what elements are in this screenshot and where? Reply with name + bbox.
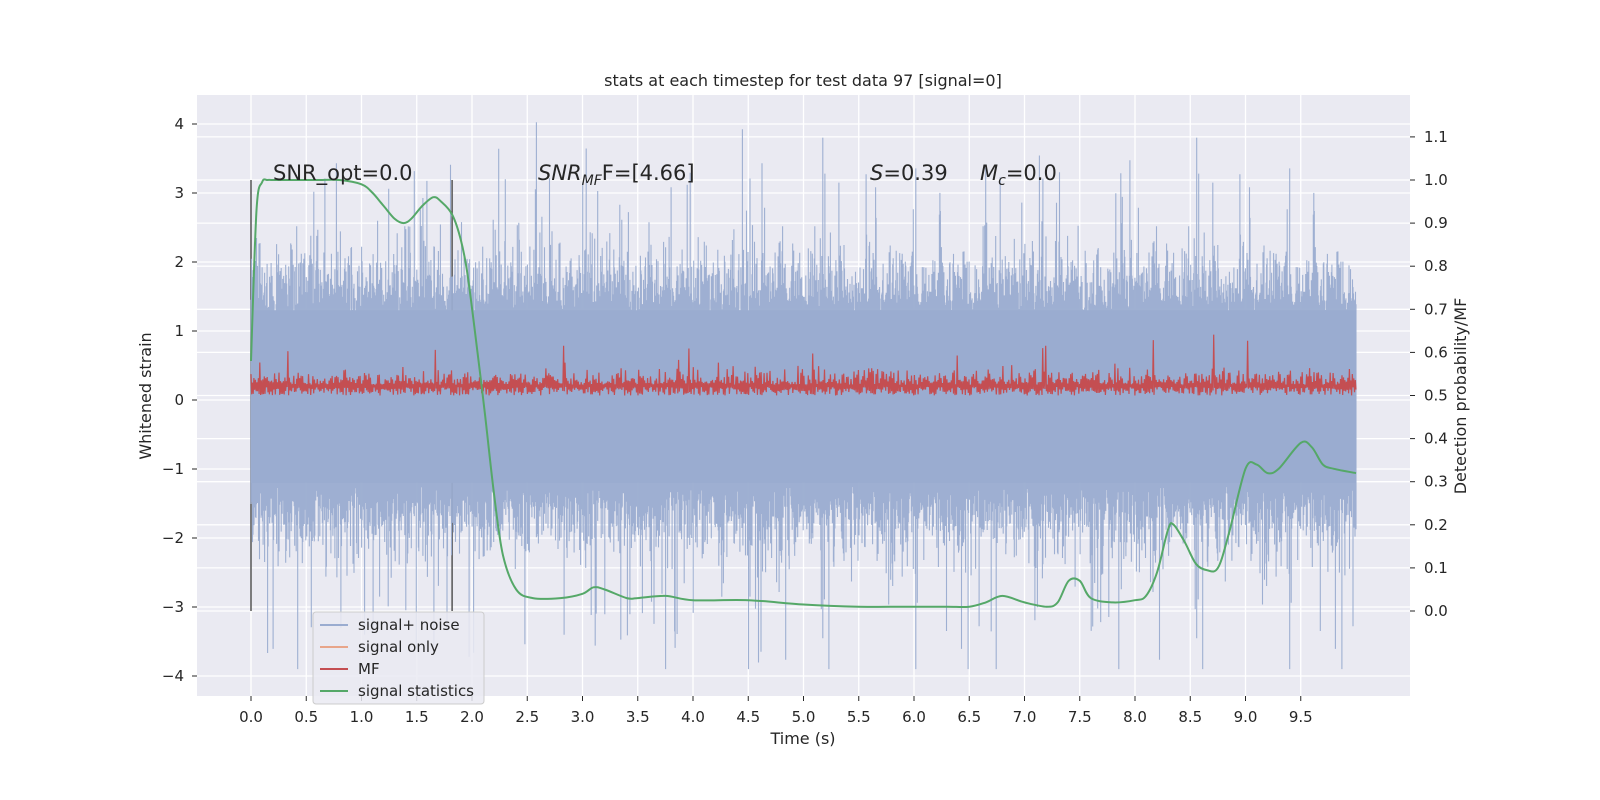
y-right-tick-label: 0.5 — [1424, 387, 1448, 405]
y-right-tick-label: 1.1 — [1424, 128, 1448, 146]
x-tick-label: 4.0 — [681, 708, 705, 726]
x-tick-label: 2.0 — [460, 708, 484, 726]
y-right-tick-label: 0.2 — [1424, 516, 1448, 534]
y-left-axis-title: Whitened strain — [136, 332, 155, 459]
x-axis-title: Time (s) — [769, 729, 835, 748]
y-right-tick-label: 0.8 — [1424, 257, 1448, 275]
x-tick-label: 1.5 — [405, 708, 429, 726]
y-right-tick-label: 0.4 — [1424, 430, 1448, 448]
y-left-tick-label: 3 — [174, 184, 184, 202]
y-right-axis-title: Detection probability/MF — [1451, 298, 1470, 495]
y-left-tick-label: 0 — [174, 391, 184, 409]
mf-trace — [250, 334, 1357, 396]
legend: signal+ noise signal only MF signal stat… — [312, 611, 485, 705]
x-tick-label: 4.5 — [736, 708, 760, 726]
legend-label-signal-only: signal only — [358, 638, 439, 656]
x-tick-label: 3.5 — [626, 708, 650, 726]
annotation-snr-mf-sub: MF — [582, 173, 603, 189]
y-right-tick-label: 0.6 — [1424, 343, 1448, 361]
x-tick-label: 0.5 — [294, 708, 318, 726]
chart-title: stats at each timestep for test data 97 … — [604, 71, 1002, 90]
annotation-mc-sub: c — [998, 173, 1006, 189]
legend-label-signal-noise: signal+ noise — [358, 616, 460, 634]
x-tick-label: 2.5 — [515, 708, 539, 726]
annotation-s: S=0.39 — [870, 161, 948, 185]
annotation-snr-mf-rest: F=[4.66] — [602, 161, 695, 185]
annotation-s-base: S — [870, 161, 883, 185]
x-tick-label: 6.0 — [902, 708, 926, 726]
legend-label-signal-statistics: signal statistics — [358, 682, 474, 700]
y-left-tick-label: 4 — [174, 115, 184, 133]
x-tick-label: 5.0 — [792, 708, 816, 726]
signal-noise-core — [251, 310, 1356, 483]
y-left-tick-label: −3 — [162, 598, 184, 616]
x-tick-label: 3.0 — [571, 708, 595, 726]
annotation-snr-opt: SNR_opt=0.0 — [273, 161, 413, 186]
annotation-snr-mf-base: SNR — [538, 161, 582, 185]
series-mf — [250, 334, 1357, 396]
legend-box — [312, 611, 485, 705]
annotation-s-rest: =0.39 — [883, 161, 947, 185]
y-right-tick-label: 1.0 — [1424, 171, 1448, 189]
y-left-axis-ticks: −4 −3 −2 −1 0 1 2 3 4 — [162, 115, 197, 685]
annotation-snr-mf: SNRMFF=[4.66] — [538, 161, 695, 189]
x-tick-label: 8.0 — [1123, 708, 1147, 726]
x-tick-label: 1.0 — [350, 708, 374, 726]
annotation-mc: Mc=0.0 — [980, 161, 1057, 189]
y-left-tick-label: 1 — [174, 322, 184, 340]
legend-label-mf: MF — [358, 660, 380, 678]
series-signal-statistics — [250, 178, 1357, 609]
x-tick-label: 0.0 — [239, 708, 263, 726]
x-tick-label: 5.5 — [847, 708, 871, 726]
y-right-tick-label: 0.0 — [1424, 602, 1448, 620]
x-tick-label: 6.5 — [957, 708, 981, 726]
y-right-tick-label: 0.3 — [1424, 473, 1448, 491]
x-tick-label: 9.5 — [1289, 708, 1313, 726]
signal-statistics-line — [250, 178, 1357, 609]
x-tick-label: 7.5 — [1068, 708, 1092, 726]
y-left-tick-label: −1 — [162, 460, 184, 478]
y-left-tick-label: 2 — [174, 253, 184, 271]
x-axis-ticks: 0.0 0.5 1.0 1.5 2.0 2.5 3.0 3.5 4.0 4.5 5.0 5.5 6.0 6… — [239, 696, 1313, 726]
x-tick-label: 8.5 — [1178, 708, 1202, 726]
y-right-axis-ticks: 0.0 0.1 0.2 0.3 0.4 0.5 0.6 0.7 0.8 0.9 1.0 1.1 — [1410, 128, 1448, 620]
annotation-mc-base: M — [980, 161, 998, 185]
series-signal-noise — [250, 122, 1357, 670]
y-left-tick-label: −2 — [162, 529, 184, 547]
x-tick-label: 7.0 — [1013, 708, 1037, 726]
y-right-tick-label: 0.7 — [1424, 300, 1448, 318]
y-right-tick-label: 0.1 — [1424, 559, 1448, 577]
y-right-tick-label: 0.9 — [1424, 214, 1448, 232]
annotation-mc-rest: =0.0 — [1006, 161, 1057, 185]
y-left-tick-label: −4 — [162, 667, 184, 685]
x-tick-label: 9.0 — [1234, 708, 1258, 726]
